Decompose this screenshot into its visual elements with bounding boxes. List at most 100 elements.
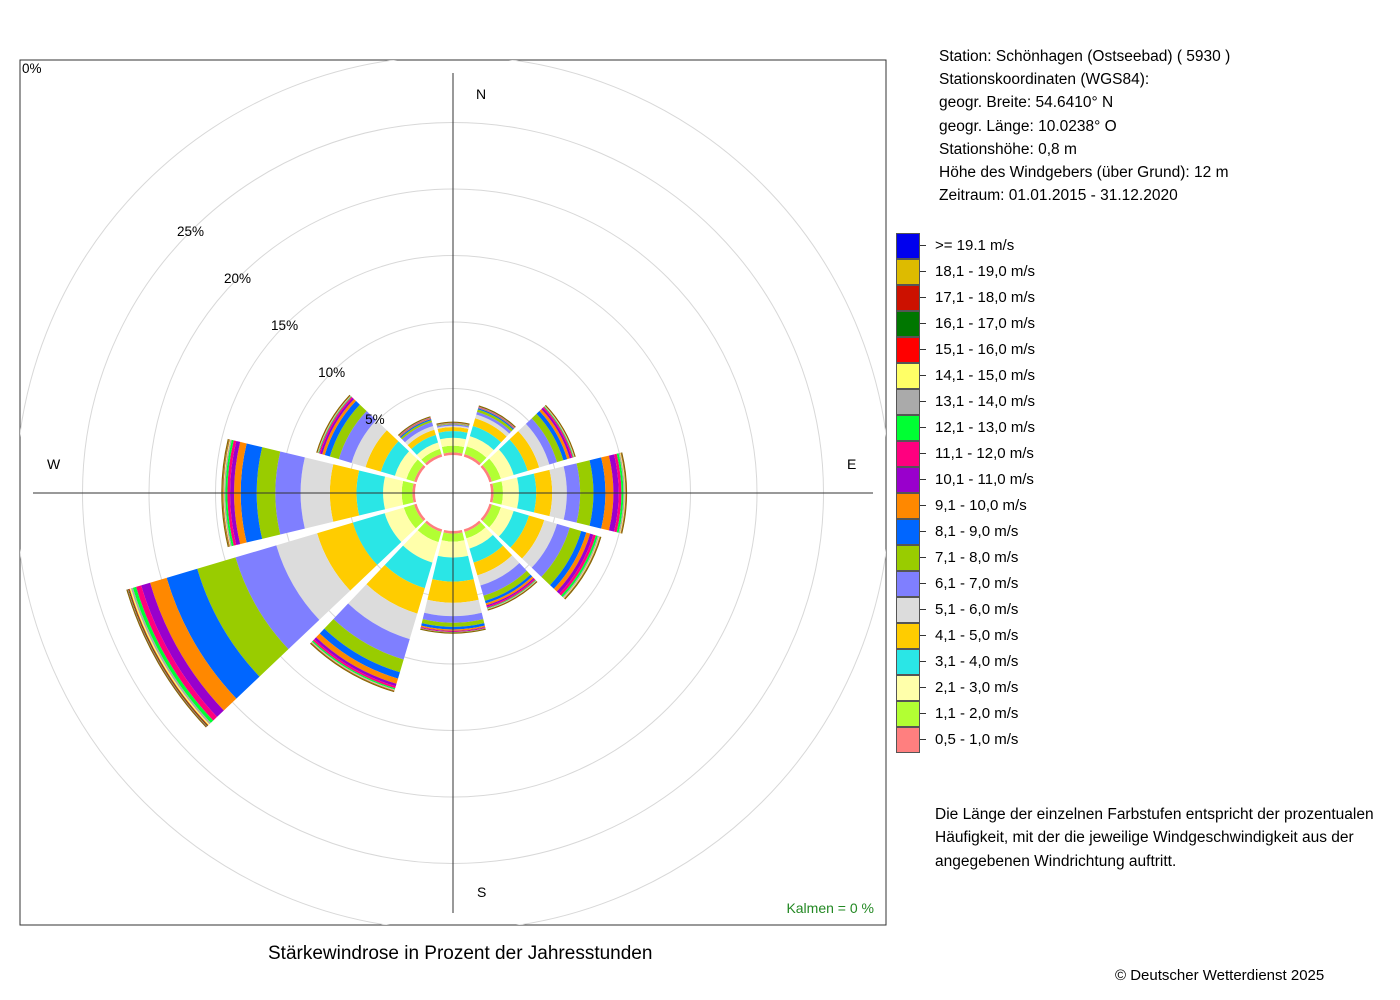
- legend-swatch: [896, 675, 920, 701]
- sector-segment: [365, 430, 399, 472]
- sector-segment: [407, 429, 436, 450]
- sector-segment: [150, 577, 237, 711]
- legend-item: 3,1 - 4,0 m/s: [896, 649, 1096, 675]
- legend-swatch: [896, 285, 920, 311]
- legend-label: >= 19.1 m/s: [935, 237, 1015, 254]
- ring-label: 20%: [224, 271, 251, 286]
- legend-label: 5,1 - 6,0 m/s: [935, 601, 1019, 618]
- legend-label: 18,1 - 19,0 m/s: [935, 263, 1036, 280]
- sector-segment: [224, 439, 232, 547]
- sector-segment: [314, 637, 397, 687]
- compass-label-w: W: [47, 456, 61, 472]
- sector-segment: [480, 465, 492, 483]
- sector-segment: [338, 410, 377, 463]
- legend-label: 7,1 - 8,0 m/s: [935, 549, 1019, 566]
- ring-label: 10%: [318, 365, 345, 380]
- ring-label: 25%: [177, 224, 204, 239]
- sector-segment: [614, 453, 622, 533]
- sector-segment: [333, 603, 410, 660]
- sector-tip: [478, 405, 516, 428]
- legend-item: 14,1 - 15,0 m/s: [896, 363, 1096, 389]
- sector-tip: [397, 416, 431, 436]
- sector-segment: [351, 420, 387, 468]
- station-info-line: geogr. Breite: 54.6410° N: [939, 94, 1114, 112]
- sector-segment: [420, 628, 486, 633]
- sector-segment: [225, 439, 234, 547]
- sector-segment: [463, 520, 481, 532]
- compass-label-e: E: [847, 456, 856, 472]
- sector-segment: [384, 507, 416, 543]
- legend-swatch: [896, 389, 920, 415]
- sector-segment: [136, 585, 218, 721]
- sector-segment: [436, 422, 470, 426]
- sector-segment: [417, 522, 442, 543]
- sector-segment: [522, 520, 558, 568]
- sector-segment: [476, 411, 512, 434]
- sector-segment: [489, 449, 514, 479]
- sector-segment: [541, 527, 582, 586]
- sector-segment: [466, 436, 494, 458]
- legend-label: 13,1 - 14,0 m/s: [935, 393, 1036, 410]
- legend-item: 16,1 - 17,0 m/s: [896, 311, 1096, 337]
- sector-segment: [475, 414, 510, 437]
- sector-segment: [469, 425, 502, 450]
- sector-segment: [616, 453, 624, 533]
- compass-label-s: S: [477, 884, 486, 900]
- sector-segment: [399, 418, 432, 438]
- sector-segment: [141, 582, 224, 717]
- sector-segment: [556, 533, 594, 594]
- sector-segment: [472, 418, 507, 443]
- station-info-line: geogr. Länge: 10.0238° O: [939, 117, 1117, 135]
- sector-segment: [348, 584, 418, 640]
- sector-segment: [436, 424, 470, 428]
- sector-segment: [322, 399, 356, 456]
- legend-item: 10,1 - 11,0 m/s: [896, 467, 1096, 493]
- sector-segment: [329, 404, 367, 460]
- sector-segment: [404, 425, 435, 446]
- sector-segment: [509, 431, 540, 471]
- sector-segment: [316, 633, 399, 684]
- sector-segment: [420, 627, 486, 633]
- sector-segment: [317, 522, 378, 591]
- legend-label: 1,1 - 2,0 m/s: [935, 705, 1019, 722]
- legend-label: 0,5 - 1,0 m/s: [935, 731, 1019, 748]
- sector-segment: [166, 568, 260, 699]
- station-info: Station: Schönhagen (Ostseebad) ( 5930 )…: [939, 45, 1230, 207]
- legend-label: 2,1 - 3,0 m/s: [935, 679, 1019, 696]
- ring-label: 15%: [271, 318, 298, 333]
- legend-swatch: [896, 467, 920, 493]
- legend-swatch: [896, 727, 920, 753]
- legend-label: 11,1 - 12,0 m/s: [935, 445, 1034, 462]
- sector-segment: [319, 628, 400, 679]
- sector-segment: [227, 440, 237, 546]
- sector-segment: [619, 452, 626, 534]
- sector-segment: [436, 423, 470, 427]
- legend-item: 5,1 - 6,0 m/s: [896, 597, 1096, 623]
- legend-label: 3,1 - 4,0 m/s: [935, 653, 1019, 670]
- sector-segment: [420, 626, 486, 632]
- sector-segment: [620, 452, 626, 534]
- sector-segment: [222, 439, 230, 547]
- sector-segment: [414, 465, 426, 483]
- sector-segment: [406, 459, 424, 482]
- sector-segment: [425, 454, 443, 466]
- sector-segment: [400, 420, 433, 440]
- chart-caption: Stärkewindrose in Prozent der Jahresstun…: [268, 943, 653, 964]
- sector-tip: [420, 628, 486, 634]
- sector-segment: [518, 423, 550, 468]
- legend-label: 4,1 - 5,0 m/s: [935, 627, 1019, 644]
- legend-label: 9,1 - 10,0 m/s: [935, 497, 1027, 514]
- sector-tip: [621, 452, 628, 534]
- calm-label: Kalmen = 0 %: [786, 900, 874, 916]
- legend-item: 0,5 - 1,0 m/s: [896, 727, 1096, 753]
- sector-segment: [436, 422, 470, 425]
- speed-legend: >= 19.1 m/s 18,1 - 19,0 m/s 17,1 - 18,0 m/…: [896, 233, 1096, 753]
- sector-segment: [485, 576, 534, 606]
- station-info-line: Höhe des Windgebers (über Grund): 12 m: [939, 164, 1229, 182]
- legend-swatch: [896, 597, 920, 623]
- legend-label: 10,1 - 11,0 m/s: [935, 471, 1034, 488]
- sector-segment: [463, 454, 481, 466]
- legend-swatch: [896, 493, 920, 519]
- legend-label: 6,1 - 7,0 m/s: [935, 575, 1019, 592]
